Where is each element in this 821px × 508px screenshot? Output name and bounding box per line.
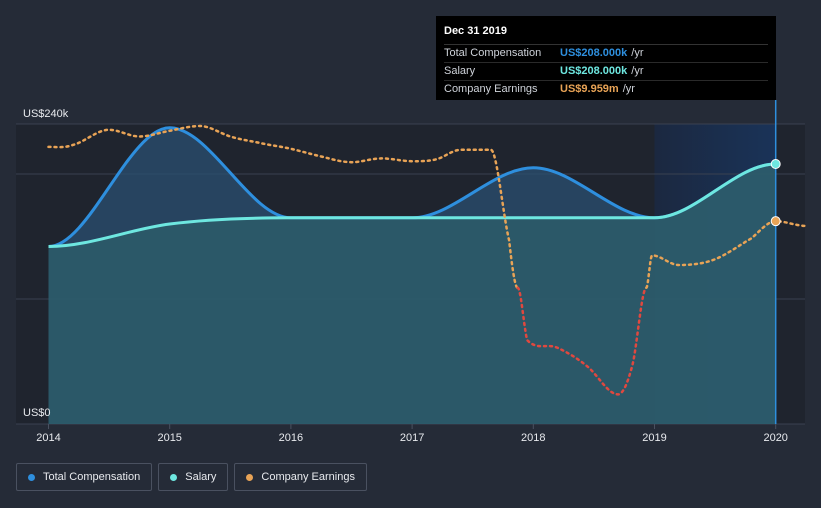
y-max-label: US$240k	[23, 108, 69, 120]
tooltip-unit: /yr	[631, 47, 644, 59]
legend-dot-icon	[170, 473, 178, 481]
y-min-label: US$0	[23, 407, 51, 419]
x-tick-label: 2020	[763, 432, 787, 444]
salary-marker	[770, 159, 781, 169]
legend-item-salary[interactable]: Salary	[158, 463, 229, 491]
x-tick-label: 2014	[36, 432, 60, 444]
tooltip-row-company-earnings: Company Earnings US$9.959m /yr	[444, 81, 768, 98]
legend-item-total-compensation[interactable]: Total Compensation	[16, 463, 153, 491]
tooltip-value: US$208.000k	[560, 47, 628, 59]
x-tick-label: 2017	[400, 432, 424, 444]
x-tick-label: 2015	[157, 432, 181, 444]
x-tick-label: 2016	[279, 432, 303, 444]
legend-dot-icon	[28, 473, 35, 481]
salary-area	[48, 164, 776, 424]
tooltip-date: Dec 31 2019	[444, 24, 768, 45]
earnings-marker	[770, 216, 781, 227]
chart-tooltip: Dec 31 2019 Total Compensation US$208.00…	[436, 16, 776, 100]
tooltip-label: Total Compensation	[444, 47, 542, 59]
legend-item-company-earnings[interactable]: Company Earnings	[234, 463, 367, 491]
tooltip-label: Company Earnings	[444, 83, 538, 95]
tooltip-label: Salary	[444, 65, 476, 77]
tooltip-value: US$208.000k	[560, 65, 628, 77]
x-tick-label: 2018	[521, 432, 545, 444]
tooltip-row-total-compensation: Total Compensation US$208.000k /yr	[444, 45, 768, 63]
tooltip-unit: /yr	[622, 83, 635, 95]
legend-label: Company Earnings	[261, 471, 355, 483]
company-earnings-negative-line	[516, 286, 648, 396]
x-tick-label: 2019	[642, 432, 666, 444]
tooltip-value: US$9.959m	[560, 83, 619, 95]
legend-label: Total Compensation	[43, 471, 141, 483]
tooltip-row-salary: Salary US$208.000k /yr	[444, 63, 768, 81]
salary-line	[48, 162, 776, 248]
legend-dot-icon	[246, 473, 254, 481]
company-earnings-line	[47, 124, 519, 290]
chart-legend: Total Compensation Salary Company Earnin…	[16, 463, 367, 491]
legend-label: Salary	[185, 471, 217, 483]
tooltip-unit: /yr	[631, 65, 644, 77]
